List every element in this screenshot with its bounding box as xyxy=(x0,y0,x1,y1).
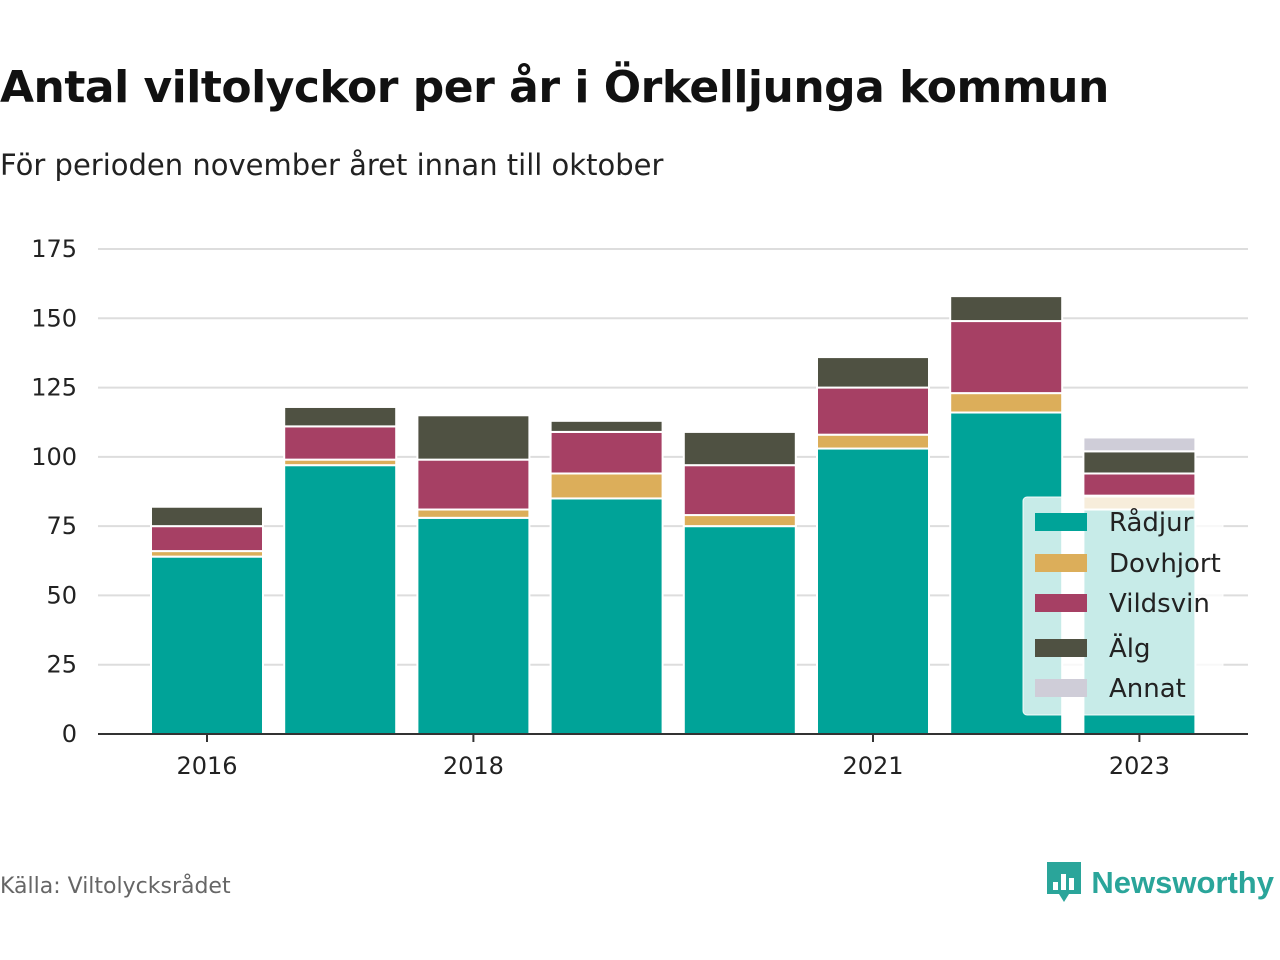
legend-label: Rådjur xyxy=(1109,507,1194,538)
bar-segment xyxy=(549,497,664,735)
legend-swatch xyxy=(1035,554,1087,572)
bar-stack-2016 xyxy=(150,505,264,736)
y-axis-labels: 0 25 50 75 100 125 150 175 xyxy=(31,235,77,748)
bar-segment xyxy=(416,508,531,519)
legend-label: Dovhjort xyxy=(1109,549,1221,579)
bar-stack-2017 xyxy=(283,405,398,735)
legend-swatch xyxy=(1035,679,1087,697)
legend-label: Annat xyxy=(1109,674,1186,704)
y-tick-label: 75 xyxy=(46,512,77,540)
bar-chart-logo-icon xyxy=(1047,862,1082,902)
x-axis-labels: 2016 2018 2021 2023 xyxy=(176,734,1170,780)
y-tick-label: 150 xyxy=(31,304,77,332)
bar-stack-2020 xyxy=(682,430,797,736)
chart-title: Antal viltolyckor per år i Örkelljunga k… xyxy=(0,62,1109,113)
legend-item: Annat xyxy=(1035,674,1186,704)
stacked-bar-chart: 0 25 50 75 100 125 150 175 2016 2018 2021 2023 Råd… xyxy=(31,235,1248,780)
y-tick-label: 125 xyxy=(31,374,77,402)
bar-segment xyxy=(949,392,1064,414)
bar-segment xyxy=(1082,436,1197,453)
bar-stack-2021 xyxy=(816,356,930,735)
y-tick-label: 175 xyxy=(31,235,77,263)
legend-item: Vildsvin xyxy=(1035,589,1210,619)
x-tick-label: 2021 xyxy=(842,752,903,780)
bar-segment xyxy=(816,433,930,450)
legend-item: Rådjur xyxy=(1035,507,1194,538)
bar-segment xyxy=(682,464,797,517)
bar-segment xyxy=(549,472,664,500)
legend-item: Älg xyxy=(1035,632,1151,664)
bar-segment xyxy=(816,356,930,389)
bar-segment xyxy=(416,458,531,511)
bar-segment xyxy=(416,414,531,461)
legend-box xyxy=(1022,496,1224,716)
bar-segment xyxy=(283,405,398,428)
y-tick-label: 0 xyxy=(62,720,77,748)
x-tick-label: 2023 xyxy=(1109,752,1170,780)
bar-stack-2019 xyxy=(549,419,664,735)
bar-segment xyxy=(1082,472,1197,497)
bar-segment xyxy=(150,555,264,736)
bar-segment xyxy=(1082,450,1197,475)
bar-segment xyxy=(816,447,930,735)
legend-swatch xyxy=(1035,594,1087,612)
legend-label: Älg xyxy=(1109,632,1151,664)
bar-segment xyxy=(682,525,797,736)
bar-segment xyxy=(682,430,797,467)
chart-subtitle: För perioden november året innan till ok… xyxy=(0,148,664,182)
bar-segment xyxy=(682,514,797,528)
legend-item: Dovhjort xyxy=(1035,549,1221,579)
bar-segment xyxy=(949,320,1064,395)
bar-segment xyxy=(416,516,531,735)
y-tick-label: 25 xyxy=(46,651,77,679)
legend-label: Vildsvin xyxy=(1109,589,1210,619)
bar-segment xyxy=(283,425,398,461)
y-tick-label: 100 xyxy=(31,443,77,471)
bar-segment xyxy=(283,464,398,735)
legend-swatch xyxy=(1035,513,1087,531)
legend-swatch xyxy=(1035,639,1087,657)
bar-segment xyxy=(549,419,664,433)
x-tick-label: 2018 xyxy=(443,752,504,780)
y-tick-label: 50 xyxy=(46,581,77,609)
brand-name: Newsworthy xyxy=(1091,865,1274,900)
bar-segment xyxy=(150,505,264,528)
legend: Rådjur Dovhjort Vildsvin Älg Annat xyxy=(1022,496,1224,716)
bar-stack-2018 xyxy=(416,414,531,735)
source-note: Källa: Viltolycksrådet xyxy=(0,874,231,899)
bar-segment xyxy=(816,386,930,436)
brand-logo: Newsworthy xyxy=(1045,860,1274,906)
bar-segment xyxy=(549,430,664,475)
x-tick-label: 2016 xyxy=(176,752,237,780)
bar-segment xyxy=(150,525,264,553)
bar-segment xyxy=(949,295,1064,323)
